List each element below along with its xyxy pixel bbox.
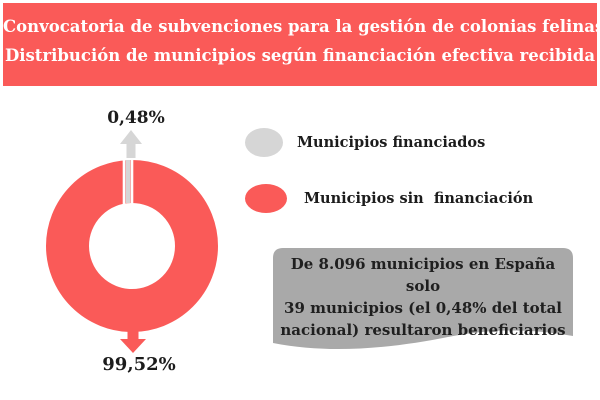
legend-item-financiados: Municipios financiados [245,128,485,157]
legend-item-sin-financiacion: Municipios sin financiación [245,184,533,213]
annotation-box: De 8.096 municipios en España solo 39 mu… [273,248,573,354]
annotation-text: De 8.096 municipios en España solo 39 mu… [273,248,573,341]
down-arrow-icon [120,329,146,353]
annotation-line3: nacional) resultaron beneficiarios [280,321,566,339]
banner-title-line2: Distribución de municipios según financi… [4,46,596,65]
legend-swatch-gray [245,128,283,157]
annotation-box-background [273,248,573,350]
banner-title-line1: Convocatoria de subvenciones para la ges… [3,17,600,36]
annotation-line1: De 8.096 municipios en España solo [290,255,556,295]
legend-label-financiados: Municipios financiados [297,134,486,151]
slice-value-label-financiados: 0,48% [107,108,165,128]
up-arrow-icon [120,130,142,158]
legend-swatch-red [245,184,287,213]
title-banner: Convocatoria de subvenciones para la ges… [3,3,600,86]
slice-value-label-sin-financiacion: 99,52% [102,354,176,375]
annotation-line2: 39 municipios (el 0,48% del total [284,299,562,317]
legend-label-sin-financiacion: Municipios sin financiación [304,190,534,207]
